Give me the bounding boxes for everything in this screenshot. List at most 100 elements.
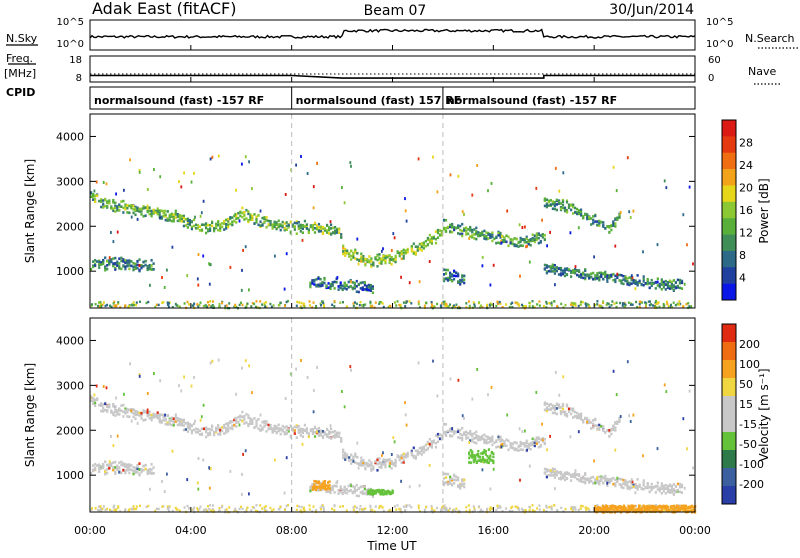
power-cell: [461, 274, 464, 277]
velocity-cell: [572, 407, 575, 411]
power-cell: [182, 220, 185, 223]
velocity-cell: [680, 491, 684, 494]
velocity-cell: [160, 413, 163, 417]
power-cell: [175, 304, 178, 307]
power-cell: [207, 223, 210, 227]
power-cell: [577, 226, 580, 230]
power-cell: [162, 209, 165, 213]
power-cell: [140, 208, 143, 211]
power-cell: [347, 285, 350, 289]
power-cell: [112, 262, 115, 265]
power-cell: [200, 228, 204, 232]
power-cell: [315, 283, 318, 287]
power-echo-cells: [90, 114, 694, 310]
power-cell: [392, 257, 395, 261]
velocity-cell: [627, 505, 630, 509]
power-cell: [283, 304, 286, 307]
power-cell: [134, 207, 137, 210]
velocity-cell: [459, 428, 462, 432]
power-cell: [358, 304, 361, 307]
velocity-cell: [314, 480, 318, 483]
power-cell: [602, 221, 605, 224]
power-cell: [619, 301, 622, 305]
power-cell: [578, 274, 581, 277]
velocity-cell: [493, 441, 496, 445]
velocity-cell: [535, 438, 538, 441]
velocity-cell: [93, 393, 96, 397]
power-cell: [166, 210, 169, 213]
power-cell: [668, 279, 671, 283]
velocity-cell: [656, 488, 659, 491]
velocity-cell: [459, 436, 462, 440]
power-cell: [656, 280, 659, 284]
velocity-cell: [120, 409, 123, 412]
velocity-cell: [455, 475, 458, 478]
velocity-cell: [608, 434, 611, 438]
power-cell: [211, 221, 214, 224]
power-cell: [295, 232, 298, 235]
velocity-y-axis-label: Slant Range [km]: [23, 363, 37, 467]
power-cell: [315, 224, 319, 227]
velocity-cell: [555, 473, 558, 477]
power-cell: [676, 278, 679, 282]
power-cell: [535, 232, 538, 235]
power-cell: [164, 215, 167, 218]
power-cell: [580, 273, 583, 277]
velocity-cell: [613, 505, 616, 508]
velocity-cell: [594, 424, 597, 427]
power-cell: [369, 283, 372, 287]
velocity-cell: [362, 508, 365, 512]
power-cell: [118, 257, 121, 260]
power-cell: [463, 274, 466, 278]
power-cell: [94, 264, 97, 267]
power-cell: [287, 226, 290, 229]
power-cell: [652, 282, 655, 285]
velocity-cell: [264, 509, 267, 512]
velocity-cell: [471, 434, 474, 437]
power-cell: [370, 257, 373, 260]
power-cell: [283, 287, 286, 291]
velocity-cell: [646, 486, 649, 490]
velocity-cell: [446, 482, 450, 486]
velocity-cell: [370, 469, 373, 472]
velocity-cell: [417, 361, 420, 365]
velocity-cell: [322, 507, 325, 510]
velocity-cell: [132, 408, 135, 412]
power-cell: [207, 228, 210, 231]
power-cell: [205, 304, 207, 307]
power-cell: [606, 225, 609, 228]
power-cell: [174, 216, 177, 219]
power-cell: [112, 257, 115, 260]
velocity-cell: [335, 485, 338, 488]
velocity-cell: [620, 483, 623, 487]
power-cell: [390, 256, 393, 259]
power-cell: [170, 212, 173, 216]
velocity-cell: [600, 425, 603, 428]
power-cell: [359, 281, 362, 285]
power-cell: [549, 203, 552, 206]
power-cell: [251, 302, 254, 305]
power-cell: [594, 277, 597, 281]
velocity-cell: [354, 452, 357, 456]
power-cell: [538, 300, 541, 303]
velocity-cell: [672, 492, 675, 496]
power-cell: [606, 280, 609, 283]
power-cell: [600, 275, 603, 279]
power-cell: [598, 219, 601, 223]
velocity-cell: [257, 418, 260, 421]
velocity-cell: [106, 404, 109, 408]
cpid-label: CPID: [6, 86, 35, 99]
velocity-cell: [672, 489, 675, 493]
velocity-cell: [547, 473, 550, 477]
velocity-cell: [144, 418, 147, 421]
velocity-cell: [538, 508, 541, 511]
power-cell: [105, 182, 108, 186]
velocity-cell: [565, 471, 569, 474]
power-cell: [650, 278, 653, 282]
velocity-cell: [178, 423, 181, 427]
velocity-cell: [323, 485, 327, 489]
power-cell: [196, 277, 199, 281]
power-cell: [144, 263, 147, 267]
power-cell: [328, 232, 331, 235]
power-cell: [588, 276, 591, 280]
